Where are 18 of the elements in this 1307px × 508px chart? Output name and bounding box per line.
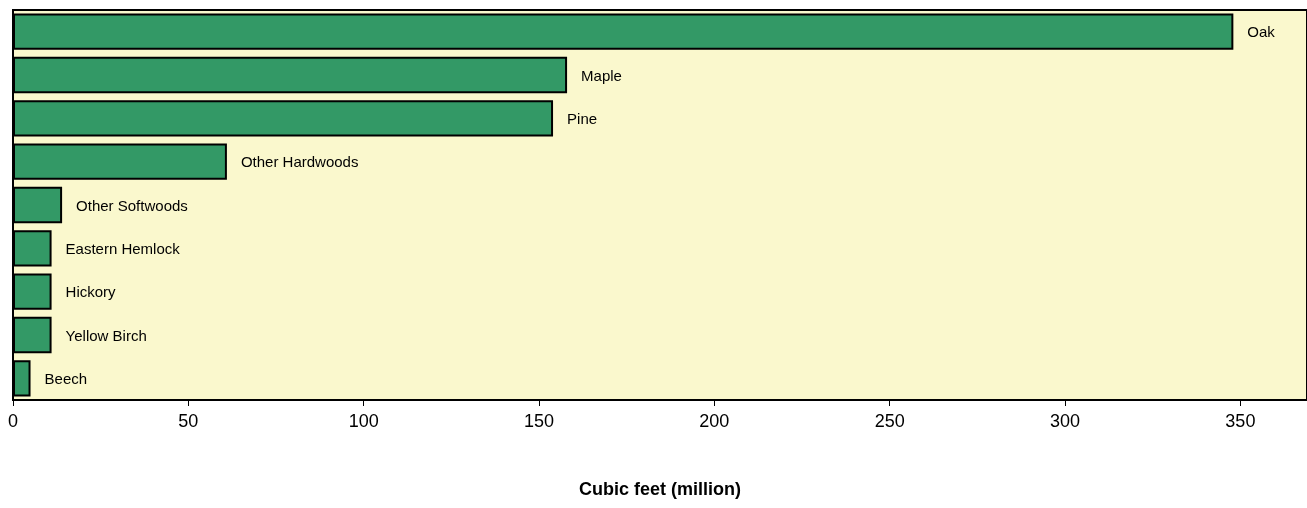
x-tick-label: 150	[523, 411, 555, 431]
y-tick-label: Yellow Birch	[65, 326, 147, 344]
y-tick-label: Eastern Hemlock	[65, 239, 181, 257]
y-tick-label: Oak	[1247, 23, 1276, 41]
y-tick-label: Hickory	[65, 283, 117, 301]
x-tick-label: 350	[1225, 411, 1256, 431]
x-tick-label: 50	[178, 411, 199, 431]
x-tick-label: 250	[874, 411, 905, 431]
x-tick-label: 100	[348, 411, 379, 431]
y-tick-label: Pine	[567, 109, 598, 127]
x-tick-label: 300	[1050, 411, 1081, 431]
x-axis-title: Cubic feet (million)	[579, 479, 742, 499]
x-tick-label: 200	[699, 411, 730, 431]
y-tick-label: Other Softwoods	[76, 196, 188, 214]
x-tick-label: 0	[7, 411, 19, 431]
y-tick-label: Other Hardwoods	[240, 153, 359, 171]
y-tick-label: Maple	[581, 66, 622, 84]
y-tick-label: Beech	[44, 369, 88, 387]
